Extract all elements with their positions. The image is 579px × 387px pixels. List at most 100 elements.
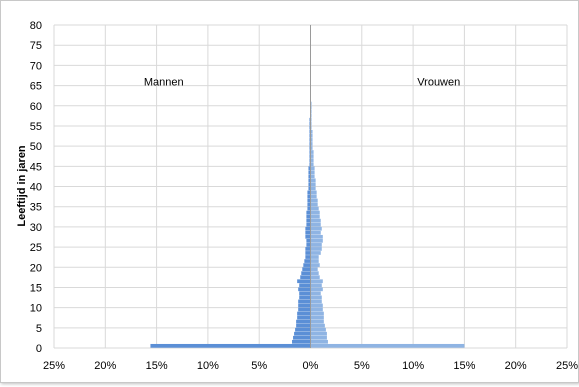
bar-vrouwen bbox=[310, 267, 318, 271]
y-tick-label: 40 bbox=[30, 182, 42, 194]
bar-vrouwen bbox=[310, 166, 315, 171]
bar-mannen bbox=[306, 218, 311, 223]
bar-vrouwen bbox=[310, 279, 323, 284]
bar-mannen bbox=[309, 162, 311, 167]
bar-vrouwen bbox=[310, 222, 321, 227]
bar-mannen bbox=[308, 166, 311, 171]
bar-mannen bbox=[302, 267, 311, 271]
bar-vrouwen bbox=[310, 190, 317, 195]
bar-mannen bbox=[307, 206, 311, 211]
bar-vrouwen bbox=[310, 198, 318, 203]
bar-vrouwen bbox=[310, 154, 314, 158]
x-tick-label: 5% bbox=[251, 360, 267, 372]
bar-vrouwen bbox=[310, 343, 465, 348]
bar-vrouwen bbox=[310, 226, 322, 231]
bar-mannen bbox=[299, 291, 311, 296]
bar-vrouwen bbox=[310, 170, 315, 175]
bar-vrouwen bbox=[310, 259, 319, 263]
bar-vrouwen bbox=[310, 287, 323, 292]
x-tick-label: 20% bbox=[94, 360, 116, 372]
bar-vrouwen bbox=[310, 150, 314, 154]
y-tick-label: 70 bbox=[30, 60, 42, 72]
x-tick-label: 25% bbox=[43, 360, 65, 372]
bar-mannen bbox=[308, 170, 311, 175]
bar-mannen bbox=[305, 251, 311, 255]
y-tick-label: 45 bbox=[30, 161, 42, 173]
bar-mannen bbox=[297, 311, 311, 316]
axes: 25% 20% 15% 10% 5% 0% 5% 10% 15% 20% 25%0510152025… bbox=[30, 20, 578, 372]
bar-mannen bbox=[309, 125, 311, 130]
x-tick-label: 15% bbox=[453, 360, 475, 372]
bar-vrouwen bbox=[310, 275, 320, 280]
bar-vrouwen bbox=[310, 129, 313, 134]
bar-mannen bbox=[294, 331, 311, 336]
bar-vrouwen bbox=[310, 194, 317, 199]
bar-vrouwen bbox=[310, 101, 312, 106]
bar-mannen bbox=[304, 259, 311, 263]
bar-mannen bbox=[309, 121, 311, 126]
bar-vrouwen bbox=[310, 214, 320, 219]
bar-mannen bbox=[307, 202, 311, 207]
bar-mannen bbox=[309, 134, 311, 138]
bar-vrouwen bbox=[310, 271, 319, 276]
bar-mannen bbox=[308, 182, 311, 187]
y-tick-label: 75 bbox=[30, 40, 42, 52]
y-tick-label: 15 bbox=[30, 282, 42, 294]
bar-vrouwen bbox=[310, 138, 313, 142]
y-tick-label: 5 bbox=[36, 323, 42, 335]
bar-vrouwen bbox=[310, 121, 312, 126]
bar-mannen bbox=[306, 210, 311, 215]
bar-mannen bbox=[305, 234, 311, 239]
bar-mannen bbox=[307, 190, 311, 195]
bar-vrouwen bbox=[310, 291, 321, 296]
bar-vrouwen bbox=[310, 158, 314, 162]
bar-vrouwen bbox=[310, 263, 320, 267]
annotation-vrouwen: Vrouwen bbox=[417, 77, 460, 89]
bar-mannen bbox=[309, 150, 311, 154]
bar-vrouwen bbox=[310, 206, 319, 211]
x-tick-label: 10% bbox=[197, 360, 219, 372]
y-tick-label: 65 bbox=[30, 81, 42, 93]
bar-vrouwen bbox=[310, 210, 320, 215]
bar-vrouwen bbox=[310, 162, 314, 167]
bar-vrouwen bbox=[310, 327, 326, 332]
y-tick-label: 35 bbox=[30, 202, 42, 214]
bar-vrouwen bbox=[310, 105, 312, 110]
bar-vrouwen bbox=[310, 251, 321, 255]
y-tick-label: 60 bbox=[30, 101, 42, 113]
bar-vrouwen bbox=[310, 299, 322, 304]
bar-vrouwen bbox=[310, 339, 328, 344]
bar-vrouwen bbox=[310, 202, 318, 207]
bar-vrouwen bbox=[310, 146, 313, 150]
bar-vrouwen bbox=[310, 186, 316, 191]
bar-mannen bbox=[300, 275, 311, 280]
bar-vrouwen bbox=[310, 323, 325, 328]
y-tick-label: 50 bbox=[30, 141, 42, 153]
bar-mannen bbox=[305, 255, 311, 259]
bar-vrouwen bbox=[310, 125, 312, 130]
bar-vrouwen bbox=[310, 295, 322, 300]
bar-mannen bbox=[305, 226, 311, 231]
x-tick-label: 10% bbox=[402, 360, 424, 372]
series-vrouwen bbox=[310, 101, 465, 348]
x-tick-label: 5% bbox=[354, 360, 370, 372]
bar-mannen bbox=[296, 323, 311, 328]
bar-mannen bbox=[308, 186, 311, 191]
bar-vrouwen bbox=[310, 307, 323, 312]
x-tick-label: 0% bbox=[303, 360, 319, 372]
bar-vrouwen bbox=[310, 109, 312, 114]
bar-mannen bbox=[308, 174, 311, 179]
bar-mannen bbox=[306, 243, 311, 247]
bar-mannen bbox=[292, 339, 311, 344]
bar-vrouwen bbox=[310, 247, 322, 251]
bar-vrouwen bbox=[310, 283, 322, 288]
bar-vrouwen bbox=[310, 142, 313, 146]
bar-mannen bbox=[297, 279, 311, 284]
bar-mannen bbox=[299, 295, 311, 300]
bar-mannen bbox=[298, 307, 311, 312]
bar-mannen bbox=[298, 303, 311, 308]
bar-mannen bbox=[306, 214, 311, 219]
bar-mannen bbox=[309, 117, 311, 122]
bar-mannen bbox=[295, 327, 311, 332]
